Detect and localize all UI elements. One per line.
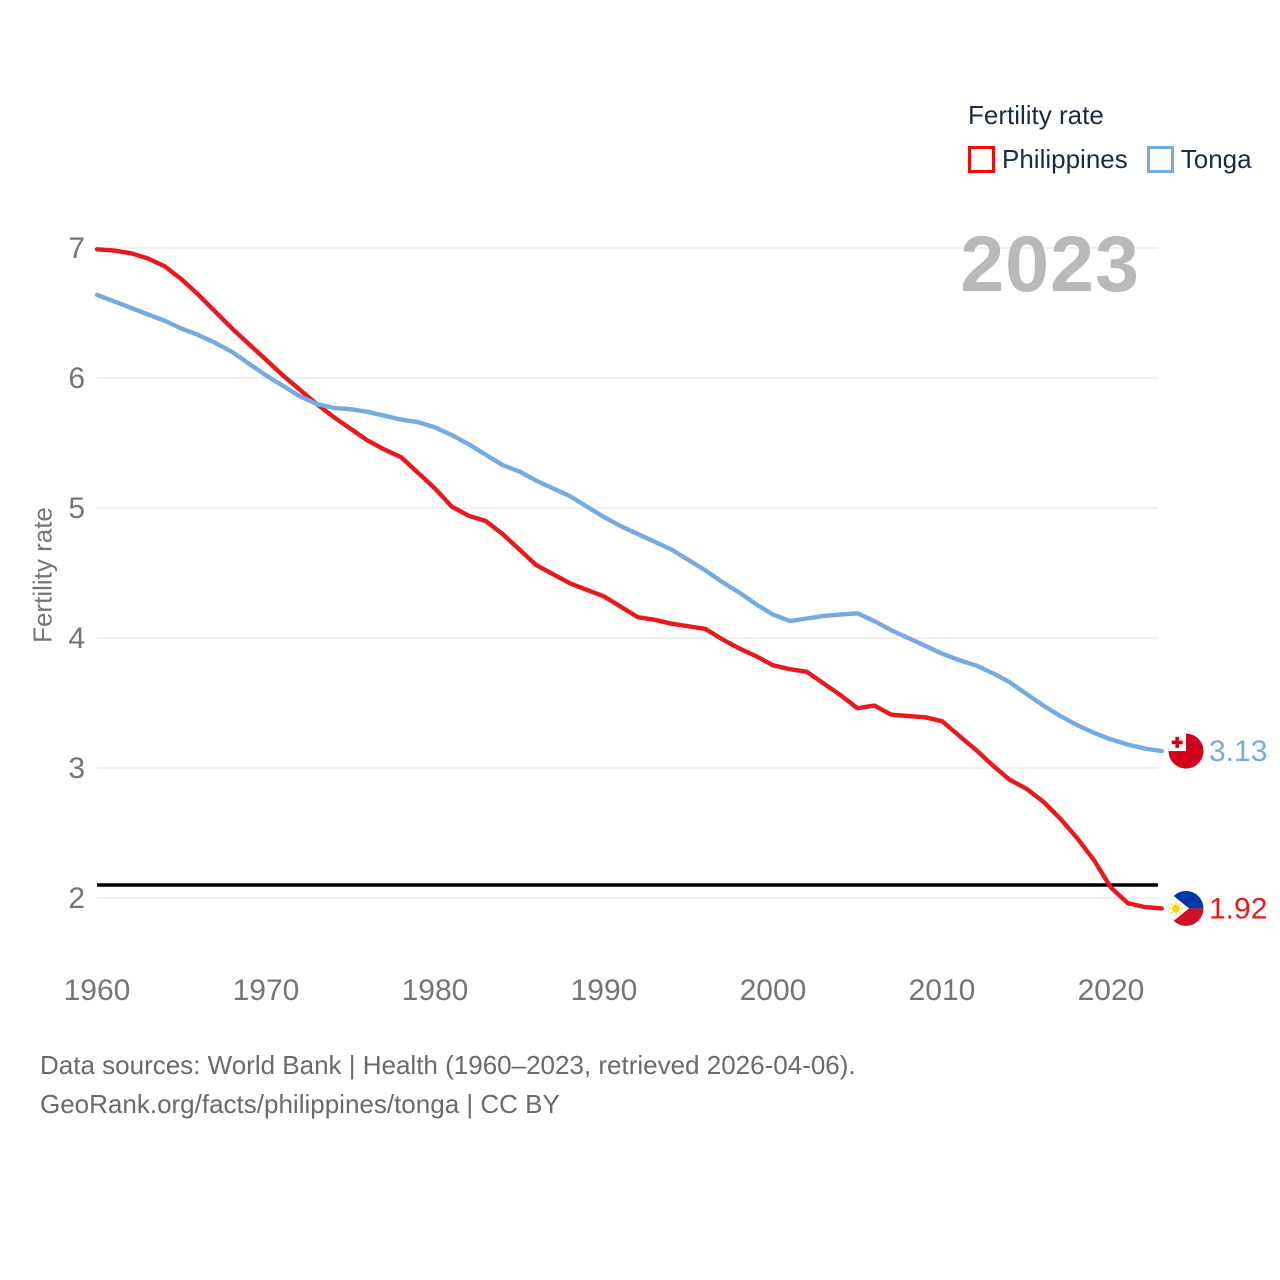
series-line-tonga: [94, 292, 1164, 754]
x-tick-label-1970: 1970: [233, 974, 300, 1007]
y-axis-title: Fertility rate: [27, 507, 58, 643]
end-value-label-philippines: 1.92: [1209, 892, 1267, 925]
y-tick-label-2: 2: [68, 882, 85, 915]
end-value-label-tonga: 3.13: [1209, 735, 1267, 768]
series-line-philippines: [94, 247, 1164, 911]
tonga-swatch-icon: [1146, 146, 1174, 173]
legend-item-tonga[interactable]: Tonga: [1146, 144, 1252, 175]
legend-title: Fertility rate: [968, 100, 1104, 130]
year-watermark: 2023: [960, 219, 1140, 308]
philippines-swatch-icon: [968, 146, 995, 173]
x-tick-label-1960: 1960: [64, 974, 131, 1007]
x-tick-label-1990: 1990: [571, 974, 638, 1007]
y-tick-label-5: 5: [68, 492, 85, 525]
x-tick-label-2010: 2010: [909, 974, 976, 1007]
x-tick-label-2020: 2020: [1078, 974, 1145, 1007]
x-tick-label-2000: 2000: [740, 974, 807, 1007]
footer: Data sources: World Bank | Health (1960–…: [40, 1046, 856, 1124]
y-tick-label-7: 7: [68, 232, 85, 265]
footer-data-sources: Data sources: World Bank | Health (1960–…: [40, 1050, 856, 1080]
chart-legend: Fertility rate Philippines Tonga: [968, 100, 1252, 175]
tonga-flag-icon: [1168, 733, 1204, 769]
y-tick-label-3: 3: [68, 752, 85, 785]
philippines-flag-icon: [1168, 890, 1204, 926]
footer-attribution: GeoRank.org/facts/philippines/tonga | CC…: [40, 1089, 560, 1119]
x-tick-label-1980: 1980: [402, 974, 469, 1007]
y-tick-label-4: 4: [68, 622, 85, 655]
y-tick-label-6: 6: [68, 362, 85, 395]
legend-label-tonga: Tonga: [1180, 144, 1252, 174]
legend-item-philippines[interactable]: Philippines: [968, 144, 1128, 175]
legend-items-row: Philippines Tonga: [968, 144, 1252, 175]
legend-label-philippines: Philippines: [1002, 144, 1128, 174]
